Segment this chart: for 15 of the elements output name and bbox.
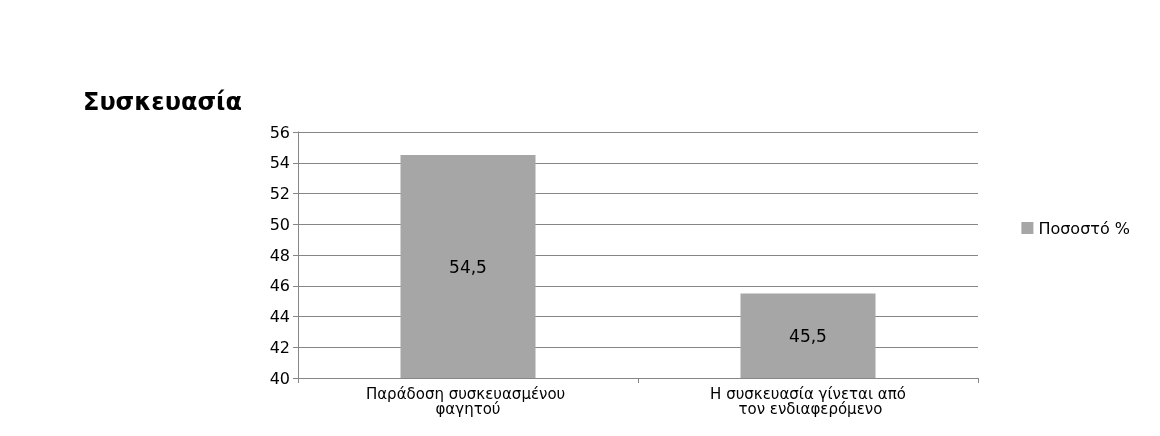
y-tick-label: 44 xyxy=(269,307,290,326)
y-tick-label: 52 xyxy=(269,184,290,203)
y-tick-label: 40 xyxy=(269,368,290,388)
y-tick-label: 46 xyxy=(269,276,290,296)
x-tick-label: Παράδοση συσκευασμένου φαγητού xyxy=(365,384,571,418)
y-tick-label: 50 xyxy=(269,214,290,234)
legend-label: Ποσοστό % xyxy=(1038,218,1131,238)
y-tick-label: 54 xyxy=(269,153,290,173)
y-tick-label: 42 xyxy=(269,337,290,357)
y-tick-label: 48 xyxy=(269,245,290,265)
y-tick-label: 56 xyxy=(269,122,290,142)
x-tick-label: Η συσκευασία γίνεται από τον ενδιαφερόμενο xyxy=(710,384,906,418)
chart-title: Συσκευασία xyxy=(83,88,242,116)
data-label: 45,5 xyxy=(789,325,827,346)
data-label: 54,5 xyxy=(449,256,487,277)
